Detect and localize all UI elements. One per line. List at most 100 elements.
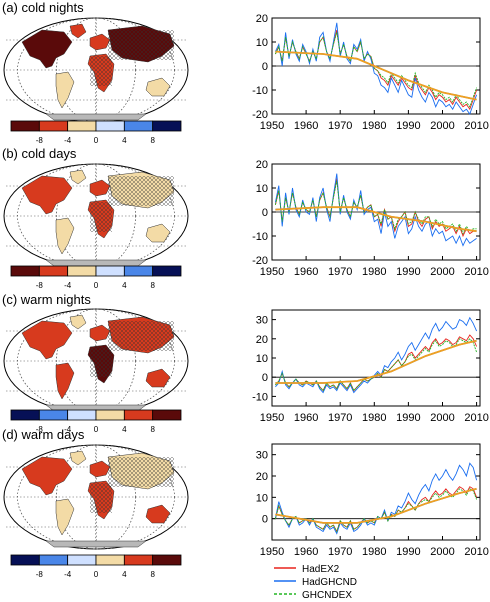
colorbar-segment [38, 554, 69, 566]
series-line-hadghcnd [274, 462, 478, 535]
y-tick-label: 0 [262, 207, 268, 219]
panel-title-c: (c) warm nights [2, 292, 91, 307]
colorbar-tick-label: -8 [36, 281, 44, 290]
y-tick-label: -20 [252, 255, 268, 267]
panel-title-a: (a) cold nights [2, 0, 84, 15]
continent-north-america [21, 456, 73, 496]
x-tick-label: 1980 [362, 266, 386, 278]
series-line-hadghcnd [274, 173, 477, 247]
x-tick-label: 2000 [430, 412, 454, 424]
y-tick-label: 10 [256, 183, 268, 195]
colorbar-tick-label: -4 [64, 136, 72, 145]
map-warm-days [3, 444, 189, 550]
trend-line-smoothed [275, 487, 477, 524]
y-tick-label: 20 [256, 14, 268, 25]
x-tick-label: 2010 [464, 412, 488, 424]
series-line-ghcndex [274, 32, 478, 108]
x-tick-label: 1960 [294, 120, 318, 132]
colorbar-tick-label: -8 [36, 136, 44, 145]
significance-hatch [108, 321, 174, 351]
x-tick-label: 1950 [260, 412, 284, 424]
series-line-ghcndex [274, 180, 477, 235]
colorbar-segment [10, 409, 40, 421]
colorbar-segment [38, 409, 69, 421]
colorbar-segment [123, 554, 154, 566]
x-tick-label: 2010 [464, 266, 488, 278]
continent-australia [145, 504, 171, 524]
y-tick-label: 30 [256, 315, 268, 327]
x-tick-label: 1970 [328, 412, 352, 424]
y-tick-label: -10 [252, 391, 268, 403]
x-tick-label: 1970 [328, 546, 352, 558]
significance-hatch [90, 347, 112, 377]
y-tick-label: 0 [262, 61, 268, 73]
series-line-hadghcnd [275, 316, 478, 394]
colorbar-tick-label: -8 [36, 425, 44, 434]
x-tick-label: 2000 [430, 546, 454, 558]
continent-antarctica [45, 540, 147, 548]
colorbar-tick-label: -8 [36, 570, 44, 579]
colorbar-tick-label: 8 [150, 425, 155, 434]
x-tick-label: 1950 [260, 120, 284, 132]
colorbar-tick-label: 0 [94, 136, 99, 145]
x-tick-label: 2000 [430, 266, 454, 278]
y-tick-label: 30 [256, 450, 268, 462]
y-tick-label: -20 [252, 109, 268, 121]
colorbar-tick-label: 4 [122, 136, 127, 145]
y-tick-label: 0 [262, 514, 268, 526]
significance-hatch [108, 457, 174, 487]
panel-title-b: (b) cold days [2, 146, 77, 161]
continent-greenland [69, 23, 87, 39]
legend-label-ghcndex: GHCNDEX [302, 590, 352, 601]
colorbar-segment [152, 265, 182, 277]
y-tick-label: 10 [256, 353, 268, 365]
trend-line-smoothed [275, 339, 477, 384]
trend-line-hadghcnd [275, 488, 477, 524]
map-cold-nights [3, 17, 189, 123]
continent-south-america [55, 71, 75, 109]
continent-europe [89, 324, 111, 342]
legend-label-hadghcnd: HadGHCND [302, 577, 357, 588]
significance-hatch [108, 30, 174, 60]
colorbar-segment [10, 120, 40, 132]
y-tick-label: 10 [256, 492, 268, 504]
continent-australia [145, 77, 171, 97]
map-cold-days [3, 163, 189, 269]
timeseries-cold-days: -20 -10 0 10 20 1950 1960 1970 1980 1990 2000 2010 [252, 160, 489, 278]
colorbar-cold-days: -8 -4 0 4 8 [10, 265, 182, 290]
x-tick-label: 1990 [396, 546, 420, 558]
y-tick-label: -10 [252, 85, 268, 97]
timeseries-cold-nights: -20 -10 0 10 20 1950 1960 1970 1980 1990 2000 2010 [252, 14, 489, 132]
x-tick-label: 2010 [464, 120, 488, 132]
y-tick-label: 0 [262, 372, 268, 384]
trend-line-smoothed [275, 50, 477, 101]
y-tick-label: -10 [252, 231, 268, 243]
colorbar-tick-label: -4 [64, 425, 72, 434]
colorbar-segment [152, 554, 182, 566]
x-tick-label: 1960 [294, 266, 318, 278]
colorbar-tick-label: 0 [94, 425, 99, 434]
significance-hatch [108, 176, 174, 206]
colorbar-warm-nights: -8 -4 0 4 8 [10, 409, 182, 434]
continent-south-america [55, 217, 75, 255]
colorbar-segment [152, 120, 182, 132]
x-tick-label: 1950 [260, 546, 284, 558]
x-tick-label: 1990 [396, 412, 420, 424]
significance-hatch [90, 56, 112, 86]
x-tick-label: 1960 [294, 412, 318, 424]
continent-greenland [69, 169, 87, 185]
colorbar-tick-label: 8 [150, 570, 155, 579]
y-tick-label: 20 [256, 471, 268, 483]
colorbar-tick-label: 4 [122, 570, 127, 579]
y-tick-label: 10 [256, 37, 268, 49]
colorbar-tick-label: -4 [64, 570, 72, 579]
colorbar-tick-label: -4 [64, 281, 72, 290]
continent-north-america [21, 175, 73, 215]
continent-antarctica [45, 113, 147, 121]
x-tick-label: 2010 [464, 546, 488, 558]
significance-hatch [90, 483, 112, 513]
map-warm-nights [3, 308, 189, 414]
colorbar-cold-nights: -8 -4 0 4 8 [10, 120, 182, 145]
plot-frame [271, 443, 481, 541]
x-tick-label: 1970 [328, 266, 352, 278]
